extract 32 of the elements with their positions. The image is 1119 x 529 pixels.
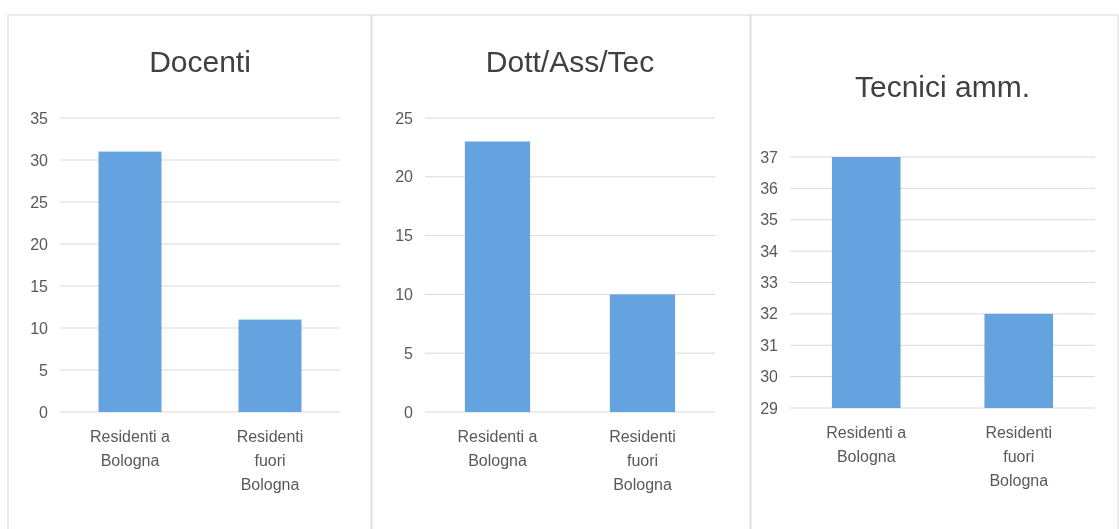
y-tick-label: 30 <box>760 368 779 386</box>
y-tick-label: 25 <box>30 193 49 211</box>
y-tick-label: 15 <box>395 227 414 245</box>
y-tick-label: 0 <box>404 403 414 421</box>
x-tick-label: Residenti fuori Bologna <box>985 424 1053 489</box>
y-tick-label: 31 <box>760 336 779 354</box>
x-tick-label: Residenti a Bologna <box>826 424 907 465</box>
y-tick-label: 29 <box>760 399 779 417</box>
y-tick-label: 36 <box>760 179 779 197</box>
y-tick-label: 34 <box>760 242 779 260</box>
y-tick-label: 15 <box>30 277 49 295</box>
y-tick-label: 5 <box>39 361 49 379</box>
y-tick-label: 10 <box>395 286 414 303</box>
x-tick-label: Residenti fuori Bologna <box>236 428 304 493</box>
y-tick-label: 35 <box>760 211 779 229</box>
chart-title: Dott/Ass/Tec <box>485 45 655 78</box>
chart-title: Docenti <box>149 45 251 78</box>
y-tick-label: 20 <box>395 168 414 186</box>
y-tick-label: 5 <box>404 344 414 362</box>
x-tick-label: Residenti a Bologna <box>89 428 171 469</box>
y-tick-label: 0 <box>39 403 49 421</box>
y-tick-label: 32 <box>760 305 779 323</box>
y-tick-label: 10 <box>30 319 49 337</box>
y-tick-label: 35 <box>30 109 49 127</box>
x-tick-label: Residenti a Bologna <box>457 428 538 469</box>
x-tick-label: Residenti fuori Bologna <box>609 428 676 493</box>
y-tick-label: 30 <box>30 151 49 169</box>
y-tick-label: 20 <box>30 235 49 253</box>
chart-title: Tecnici amm. <box>854 70 1031 103</box>
y-tick-label: 25 <box>395 109 414 127</box>
y-tick-label: 33 <box>760 274 779 292</box>
y-tick-label: 37 <box>760 148 779 166</box>
